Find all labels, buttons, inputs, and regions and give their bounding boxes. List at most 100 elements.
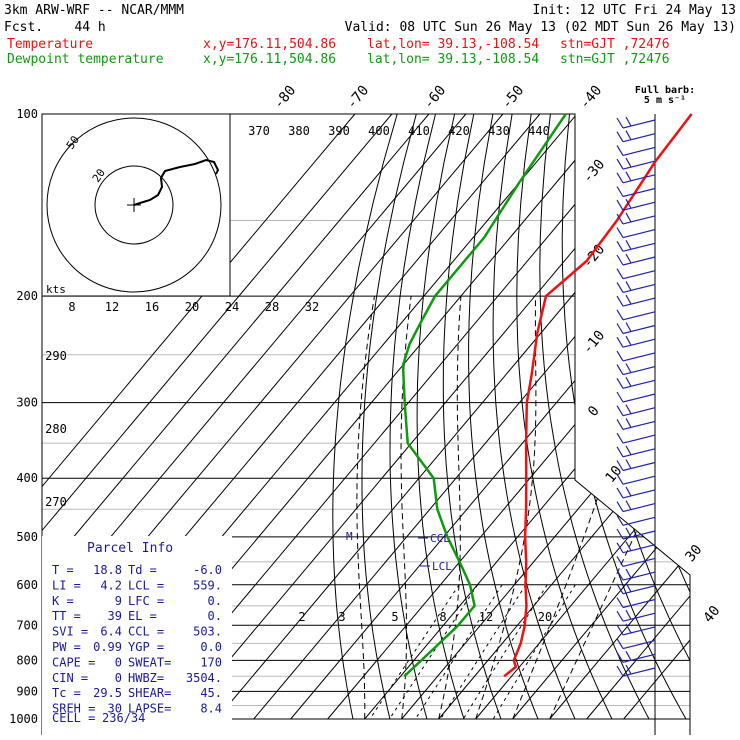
isotherm-label: -80 xyxy=(271,83,300,113)
mixing-ratio-label: 3 xyxy=(338,610,345,624)
speed-axis-label: 12 xyxy=(105,300,119,314)
speed-axis-label: 32 xyxy=(305,300,319,314)
speed-axis-label: 16 xyxy=(145,300,159,314)
dry-adiabat-line xyxy=(442,114,502,720)
parcel-label: LAPSE= xyxy=(128,702,171,716)
parcel-label: CAPE = xyxy=(52,655,95,669)
wind-barb xyxy=(616,541,656,554)
parcel-value: 503. xyxy=(193,625,222,639)
parcel-value: 45. xyxy=(200,686,222,700)
isotherm-label: 0 xyxy=(585,403,603,420)
parcel-label: T = xyxy=(52,563,74,577)
parcel-value: 18.8 xyxy=(93,563,122,577)
cell-label: CELL = xyxy=(52,711,95,725)
wind-barb xyxy=(616,335,656,348)
dewpoint-legend-label: Dewpoint temperature xyxy=(7,52,164,67)
wind-barb xyxy=(616,597,656,609)
init-time: Init: 12 UTC Fri 24 May 13 xyxy=(533,3,737,18)
pressure-label: 200 xyxy=(16,289,38,303)
parcel-value: 0. xyxy=(208,594,222,608)
theta-labels: 370 380 390 400 410 420 430 440 290 280 270 xyxy=(45,124,550,509)
parcel-label: SREH = xyxy=(52,702,95,716)
wind-barb xyxy=(616,404,656,417)
wind-barb xyxy=(616,171,656,184)
parcel-value: 29.5 xyxy=(93,686,122,700)
dry-adiabat-line xyxy=(468,114,539,720)
wind-barb xyxy=(616,350,656,362)
dewpoint-xy: x,y=176.11,504.86 xyxy=(203,52,336,67)
parcel-info-background xyxy=(42,536,232,735)
wind-barb xyxy=(616,568,656,581)
parcel-label: EL = xyxy=(128,609,157,623)
moist-adiabat-line xyxy=(356,296,375,719)
parcel-label: LI = xyxy=(52,578,81,592)
parcel-label: SVI = xyxy=(52,625,88,639)
moist-adiabat-line xyxy=(438,296,462,720)
wind-barb xyxy=(616,322,656,335)
speed-axis-label: 20 xyxy=(185,300,199,314)
wind-barb xyxy=(616,527,656,540)
temperature-xy: x,y=176.11,504.86 xyxy=(203,37,336,52)
mixing-ratio-line xyxy=(389,584,479,720)
pressure-axis: 100 200 300 400 500 600 700 800 900 1000 xyxy=(9,107,38,726)
dry-adiabat-line xyxy=(389,114,436,720)
wind-barb xyxy=(616,391,656,403)
isotherm-line xyxy=(42,114,356,720)
model-title: 3km ARW-WRF -- NCAR/MMM xyxy=(4,3,184,18)
wind-barb xyxy=(616,130,656,143)
isotherm-label: -20 xyxy=(580,242,609,272)
parcel-info-title: Parcel Info xyxy=(87,541,173,556)
wind-barb xyxy=(616,609,656,622)
theta-side-label: 280 xyxy=(45,422,67,436)
valid-time: Valid: 08 UTC Sun 26 May 13 (02 MDT Sun … xyxy=(345,20,736,35)
parcel-value: 39 xyxy=(108,609,122,623)
temperature-station: stn=GJT ,72476 xyxy=(560,37,670,52)
parcel-value: 3504. xyxy=(186,671,222,685)
wind-barb xyxy=(616,556,656,567)
pressure-label: 300 xyxy=(16,396,38,410)
parcel-value: 0.99 xyxy=(93,640,122,654)
mixing-ratio-label: 20 xyxy=(538,610,552,624)
parcel-label: LCL = xyxy=(128,578,164,592)
theta-label: 390 xyxy=(328,124,350,138)
wind-barb xyxy=(616,432,656,444)
parcel-value: 6.4 xyxy=(100,625,122,639)
wind-barb xyxy=(616,473,656,485)
parcel-label: Tc = xyxy=(52,686,81,700)
wind-barb xyxy=(616,500,656,513)
parcel-label: HWBZ= xyxy=(128,671,164,685)
pressure-label: 100 xyxy=(16,107,38,121)
theta-label: 400 xyxy=(368,124,390,138)
mixing-ratio-line xyxy=(369,584,460,720)
barb-note-title: Full barb: xyxy=(635,85,695,96)
hodograph-ring-label-50: 50 xyxy=(64,133,82,151)
speed-axis-label: 24 xyxy=(225,300,239,314)
mixing-ratio-label: 5 xyxy=(391,610,398,624)
wind-barb xyxy=(616,281,656,293)
wind-barb xyxy=(616,664,656,677)
dry-adiabat-line xyxy=(664,114,690,720)
forecast-hour: Fcst. 44 h xyxy=(4,20,106,35)
dry-adiabat-line xyxy=(561,114,687,720)
parcel-label: SWEAT= xyxy=(128,655,171,669)
isotherm-line xyxy=(401,114,690,720)
theta-label: 440 xyxy=(528,124,550,138)
parcel-value: 0 xyxy=(115,655,122,669)
dry-adiabat-line xyxy=(583,114,690,720)
wind-barb xyxy=(616,294,656,307)
wind-barb xyxy=(616,377,656,389)
wind-barb xyxy=(616,198,656,211)
parcel-value: 8.4 xyxy=(200,702,222,716)
wind-barb xyxy=(616,514,656,526)
isotherm-line xyxy=(438,114,690,720)
hodograph-ring-outer xyxy=(46,117,222,293)
mixing-ratio-label: 12 xyxy=(479,610,493,624)
wind-barb xyxy=(616,445,656,458)
m-marker: M xyxy=(346,530,353,543)
hodograph-ring-label-20: 20 xyxy=(90,166,108,184)
hodograph-units: kts xyxy=(46,283,66,296)
parcel-value: 9 xyxy=(115,594,122,608)
wind-barb xyxy=(616,145,656,156)
isotherm-label: -10 xyxy=(580,328,609,358)
dry-adiabat-line xyxy=(723,114,740,719)
